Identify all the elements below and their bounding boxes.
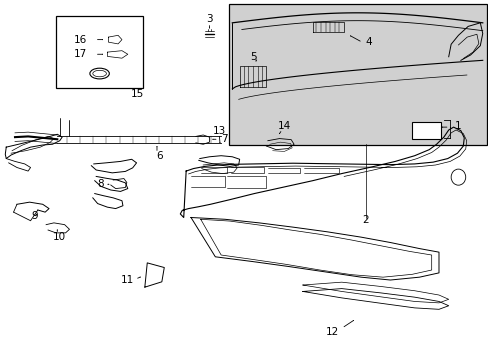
Text: 13: 13	[212, 126, 225, 136]
Text: 15: 15	[131, 89, 144, 99]
Text: 4: 4	[365, 37, 371, 47]
Text: 3: 3	[206, 14, 212, 24]
Text: 5: 5	[249, 52, 256, 62]
Text: 11: 11	[120, 275, 133, 285]
Ellipse shape	[450, 169, 465, 185]
Polygon shape	[144, 263, 164, 287]
Text: 17: 17	[73, 49, 86, 59]
Bar	[411, 122, 441, 139]
Text: 7: 7	[220, 134, 227, 144]
Text: 14: 14	[277, 121, 290, 131]
Text: 1: 1	[454, 121, 460, 131]
Text: 10: 10	[53, 232, 66, 242]
Text: 6: 6	[156, 151, 163, 161]
Ellipse shape	[90, 68, 109, 79]
Text: 16: 16	[73, 35, 86, 45]
Text: 2: 2	[362, 215, 368, 225]
Bar	[228, 4, 486, 145]
Text: 9: 9	[31, 211, 38, 221]
Bar	[56, 16, 143, 88]
Ellipse shape	[93, 70, 106, 77]
Text: 12: 12	[325, 327, 338, 337]
Text: 8: 8	[97, 179, 103, 189]
